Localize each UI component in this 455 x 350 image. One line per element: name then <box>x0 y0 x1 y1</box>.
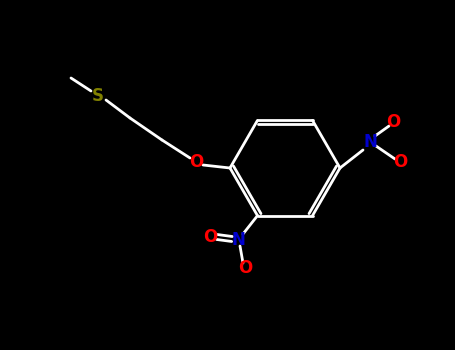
Text: O: O <box>189 153 203 171</box>
Text: O: O <box>203 228 217 246</box>
Text: O: O <box>386 113 400 131</box>
Text: O: O <box>393 153 407 171</box>
Text: N: N <box>363 133 377 151</box>
Text: S: S <box>92 87 104 105</box>
Text: N: N <box>231 231 245 249</box>
Text: O: O <box>238 259 252 277</box>
